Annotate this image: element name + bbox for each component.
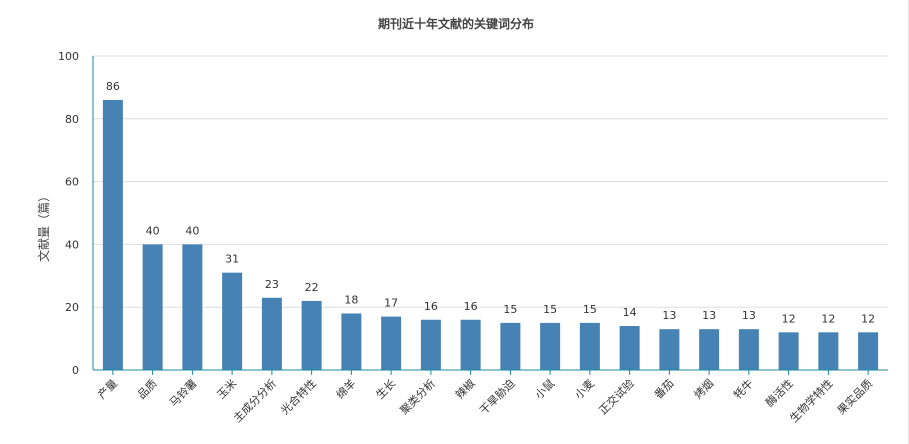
x-tick-label: 小麦 bbox=[572, 377, 597, 402]
y-tick-label: 60 bbox=[65, 176, 79, 189]
x-tick-label: 生长 bbox=[373, 376, 398, 401]
x-tick-label: 辣椒 bbox=[452, 376, 477, 401]
x-tick-label: 烤烟 bbox=[691, 376, 716, 401]
data-label: 12 bbox=[821, 312, 835, 325]
x-tick-label: 主成分分析 bbox=[230, 376, 279, 425]
x-tick-label: 小鼠 bbox=[532, 376, 557, 401]
y-tick-label: 0 bbox=[72, 364, 79, 377]
data-label: 16 bbox=[464, 300, 478, 313]
y-tick-label: 20 bbox=[65, 301, 79, 314]
data-label: 16 bbox=[424, 300, 438, 313]
data-labels: 86 40 40 31 23 22 18 17 16 16 15 15 15 14 13 13 13 12 12 12 bbox=[106, 80, 875, 325]
bar[interactable] bbox=[222, 272, 243, 370]
x-tick-label: 正交试验 bbox=[596, 376, 637, 417]
bar[interactable] bbox=[381, 316, 402, 370]
axes bbox=[92, 56, 888, 371]
bar[interactable] bbox=[261, 297, 282, 370]
bar[interactable] bbox=[102, 99, 123, 371]
x-tick-label: 牦牛 bbox=[731, 376, 756, 401]
grid-lines bbox=[93, 55, 888, 308]
bar[interactable] bbox=[818, 332, 839, 370]
bar[interactable] bbox=[778, 332, 799, 370]
x-tick-label: 聚类分析 bbox=[397, 376, 438, 417]
x-tick-label: 绵羊 bbox=[333, 376, 358, 401]
data-label: 15 bbox=[503, 303, 517, 316]
bars bbox=[102, 99, 879, 371]
y-axis-label: 文献量（篇） bbox=[36, 190, 51, 262]
bar[interactable] bbox=[738, 329, 759, 370]
data-label: 17 bbox=[384, 297, 398, 310]
x-tick-label: 光合特性 bbox=[278, 376, 319, 417]
data-label: 15 bbox=[543, 303, 557, 316]
data-label: 13 bbox=[702, 309, 716, 322]
data-label: 31 bbox=[225, 253, 239, 266]
bar[interactable] bbox=[142, 244, 163, 370]
x-tick-label: 玉米 bbox=[214, 377, 239, 402]
bar[interactable] bbox=[182, 244, 203, 370]
x-tick-label: 品质 bbox=[135, 377, 160, 402]
bar[interactable] bbox=[460, 319, 481, 370]
data-label: 40 bbox=[146, 224, 160, 237]
data-label: 40 bbox=[185, 224, 199, 237]
bar[interactable] bbox=[619, 326, 640, 370]
data-label: 14 bbox=[623, 306, 637, 319]
bar[interactable] bbox=[500, 322, 521, 370]
bar[interactable] bbox=[699, 329, 720, 370]
x-tick-label: 酶活性 bbox=[763, 376, 796, 409]
chart-title: 期刊近十年文献的关键词分布 bbox=[378, 16, 534, 31]
data-label: 18 bbox=[344, 293, 358, 306]
x-tick-label: 生物学特性 bbox=[787, 376, 836, 425]
x-tick-label: 马铃薯 bbox=[166, 376, 199, 409]
bar[interactable] bbox=[858, 332, 879, 370]
bar[interactable] bbox=[420, 319, 441, 370]
bar[interactable] bbox=[341, 313, 362, 370]
x-tick-label: 果实品质 bbox=[834, 376, 875, 417]
y-tick-label: 80 bbox=[65, 113, 79, 126]
data-label: 22 bbox=[305, 281, 319, 294]
bar[interactable] bbox=[659, 329, 680, 370]
x-tick-label: 产量 bbox=[95, 376, 120, 401]
bar[interactable] bbox=[301, 300, 322, 370]
data-label: 12 bbox=[861, 312, 875, 325]
bar[interactable] bbox=[579, 322, 600, 370]
data-label: 13 bbox=[662, 309, 676, 322]
y-tick-label: 100 bbox=[58, 50, 79, 63]
bar[interactable] bbox=[540, 322, 561, 370]
y-tick-label: 40 bbox=[65, 238, 79, 251]
x-tick-label: 干旱胁迫 bbox=[476, 376, 517, 417]
data-label: 23 bbox=[265, 278, 279, 291]
x-tick-label: 番茄 bbox=[651, 376, 676, 401]
data-label: 15 bbox=[583, 303, 597, 316]
data-label: 12 bbox=[782, 312, 796, 325]
data-label: 86 bbox=[106, 80, 120, 93]
data-label: 13 bbox=[742, 309, 756, 322]
y-axis-ticks: 0 20 40 60 80 100 bbox=[58, 50, 79, 377]
